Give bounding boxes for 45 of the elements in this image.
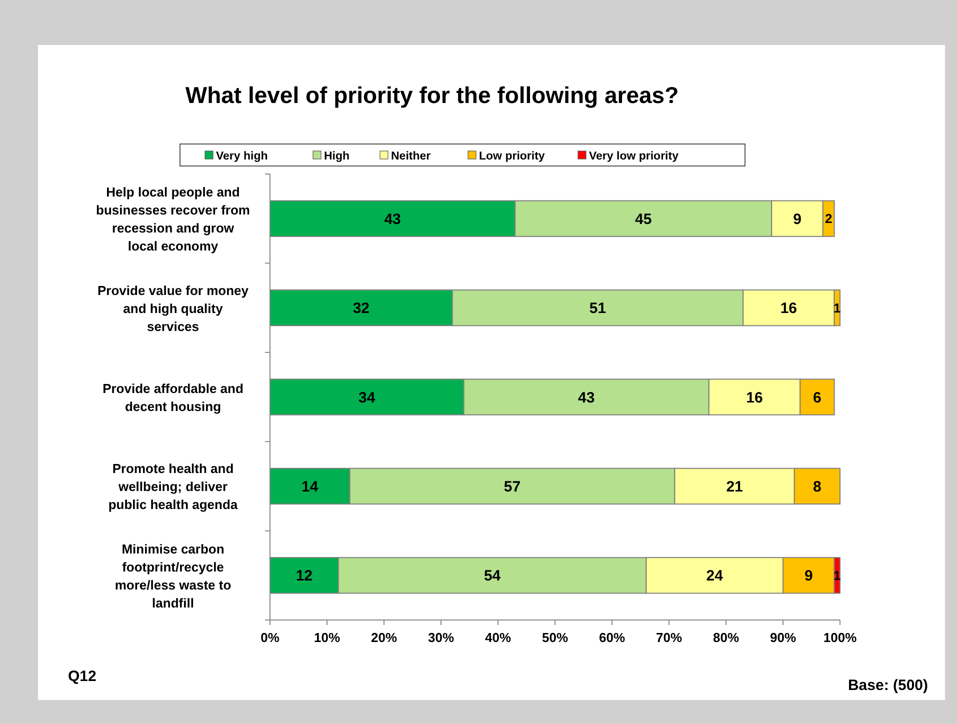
data-label: 8 — [813, 478, 822, 496]
legend-label: Very high — [216, 150, 268, 162]
data-label: 1 — [834, 568, 841, 583]
y-tick-label: Help local people and businesses recover from recession and grow local economy — [96, 184, 250, 254]
data-label: 16 — [780, 300, 798, 318]
x-tick-label: 0% — [260, 630, 280, 645]
data-label: 12 — [296, 568, 313, 585]
y-tick-label: Provide affordable and decent housing — [102, 381, 244, 414]
data-label: 32 — [352, 300, 370, 318]
data-label: 1 — [834, 300, 841, 316]
data-label: 14 — [302, 478, 319, 496]
data-label: 51 — [589, 300, 606, 318]
data-label: 9 — [804, 568, 813, 585]
x-tick-label: 40% — [484, 630, 512, 645]
x-tick-label: 90% — [770, 630, 796, 645]
x-tick-label: 70% — [656, 630, 682, 645]
y-tick-label: Minimise carbon footprint/recycle more/less waste to landfill — [114, 541, 232, 610]
legend-label: Low priority — [479, 150, 546, 162]
data-label: 54 — [484, 568, 502, 585]
legend-label: Neither — [391, 150, 432, 162]
x-tick-label: 50% — [542, 630, 568, 645]
x-tick-label: 60% — [598, 630, 626, 645]
data-label: 2 — [824, 211, 832, 226]
x-tick-label: 20% — [370, 630, 398, 645]
data-label: 45 — [635, 210, 652, 228]
chart-title: What level of priority for the following areas? — [185, 82, 679, 108]
data-label: 16 — [746, 389, 763, 406]
text: Base: (500) — [848, 677, 928, 694]
legend-label: High — [324, 150, 350, 162]
data-label: 34 — [358, 389, 376, 406]
data-label: 43 — [578, 389, 595, 406]
x-tick-label: 100% — [823, 630, 858, 645]
x-tick-label: 80% — [712, 630, 740, 645]
data-label: 43 — [384, 210, 401, 228]
legend-label: Very low priority — [589, 150, 680, 162]
data-label: 24 — [706, 568, 724, 585]
data-label: 9 — [793, 210, 802, 228]
text: Q12 — [68, 668, 96, 685]
y-tick-label: Promote health and wellbeing; deliver public health agenda — [108, 461, 238, 512]
y-tick-label: Provide value for money and high quality services — [98, 282, 250, 334]
x-tick-label: 30% — [428, 630, 454, 645]
data-label: 21 — [726, 478, 743, 496]
data-label: 6 — [813, 389, 822, 406]
data-label: 57 — [504, 478, 521, 496]
x-tick-label: 10% — [314, 630, 340, 645]
